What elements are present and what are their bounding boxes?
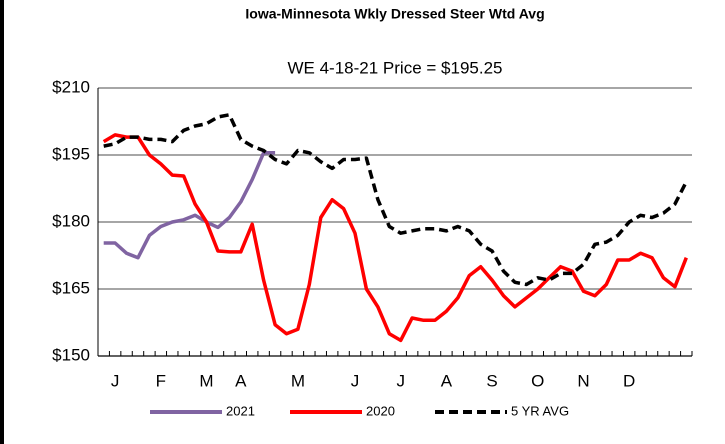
x-tick-label: S xyxy=(486,371,497,390)
y-tick-label: $165 xyxy=(52,278,90,297)
left-edge xyxy=(0,0,4,444)
x-tick-label: A xyxy=(235,371,247,390)
x-tick-label: F xyxy=(156,371,166,390)
series-line xyxy=(103,151,276,260)
x-tick-label: M xyxy=(291,371,305,390)
series-line xyxy=(103,113,688,287)
legend-label: 2020 xyxy=(366,403,395,418)
x-tick-label: D xyxy=(623,371,635,390)
y-tick-label: $180 xyxy=(52,211,90,230)
legend-label: 5 YR AVG xyxy=(511,403,569,418)
series-line xyxy=(102,133,688,343)
x-tick-label: A xyxy=(441,371,453,390)
chart-title: Iowa-Minnesota Wkly Dressed Steer Wtd Av… xyxy=(245,6,544,22)
legend-label: 2021 xyxy=(226,403,255,418)
x-tick-label: J xyxy=(111,371,120,390)
x-tick-label: N xyxy=(577,371,589,390)
y-tick-label: $210 xyxy=(52,77,90,96)
x-tick-label: J xyxy=(396,371,405,390)
chart-subtitle: WE 4-18-21 Price = $195.25 xyxy=(288,58,503,77)
x-tick-label: O xyxy=(531,371,544,390)
x-tick-label: J xyxy=(351,371,360,390)
y-tick-label: $195 xyxy=(52,144,90,163)
y-tick-label: $150 xyxy=(52,345,90,364)
x-tick-label: M xyxy=(199,371,213,390)
